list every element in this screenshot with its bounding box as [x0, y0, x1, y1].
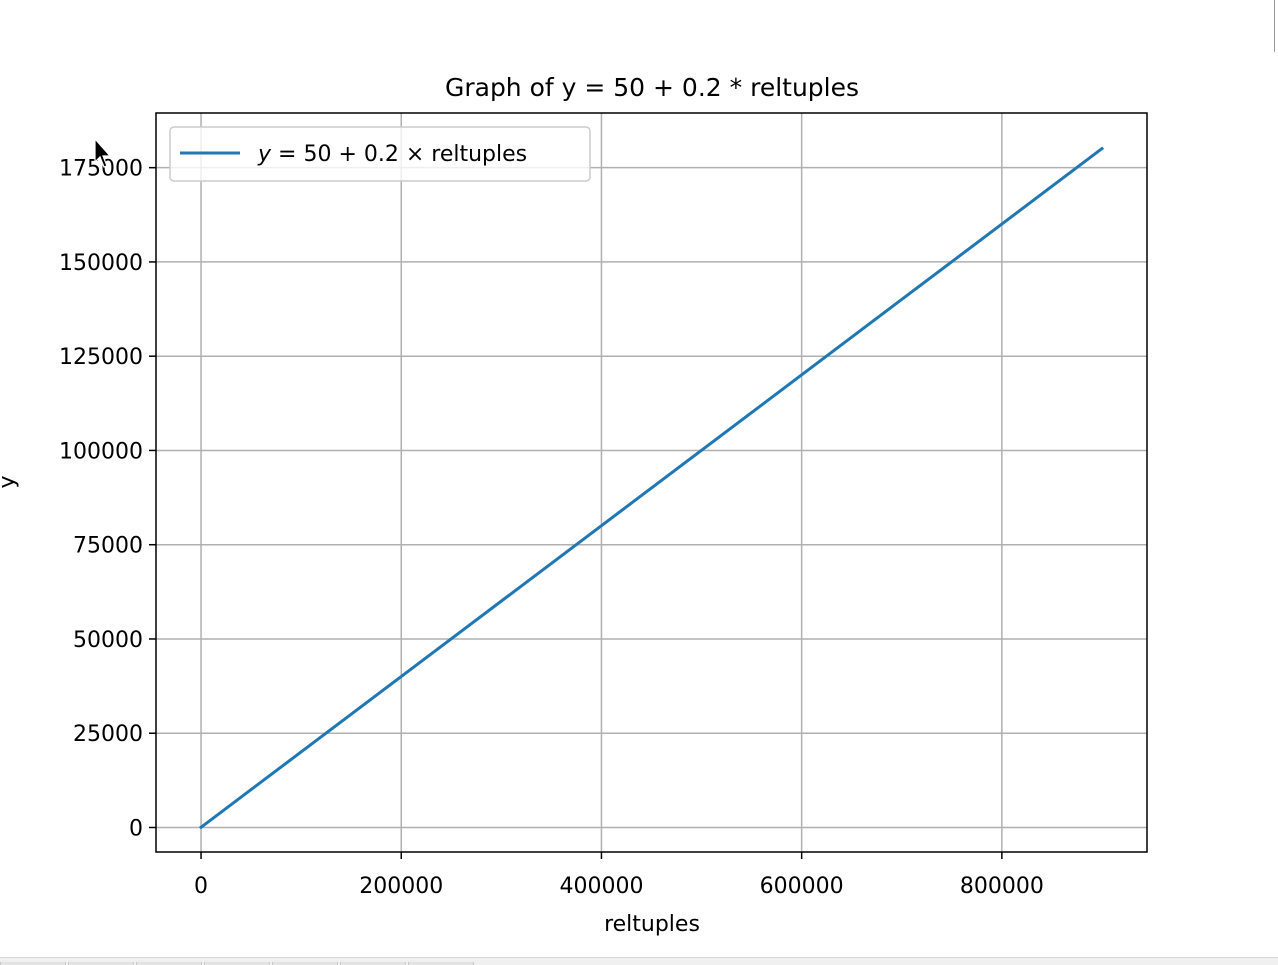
plot-area — [156, 113, 1147, 852]
y-axis-label: y — [0, 475, 20, 488]
y-tick-label: 125000 — [59, 345, 143, 370]
window-edge — [1274, 0, 1275, 52]
series-line — [198, 146, 1105, 830]
x-tick-label: 0 — [194, 874, 208, 899]
mouse-pointer-icon — [94, 138, 112, 168]
series-lines — [198, 146, 1105, 830]
x-tick-label: 600000 — [760, 874, 844, 899]
y-tick-label: 150000 — [59, 251, 143, 276]
legend-box — [169, 126, 591, 182]
x-tick-label: 800000 — [960, 874, 1044, 899]
legend-label-var: y — [257, 142, 272, 167]
x-tick-label: 200000 — [359, 874, 443, 899]
x-tick-label: 400000 — [559, 874, 643, 899]
y-tick-label: 75000 — [73, 534, 143, 559]
legend-label-expression: = 50 + 0.2 × — [271, 142, 431, 167]
chart-title: Graph of y = 50 + 0.2 * reltuples — [445, 73, 859, 102]
y-tick-label: 100000 — [59, 439, 143, 464]
x-axis-label: reltuples — [604, 912, 700, 937]
y-tick-label: 0 — [129, 816, 143, 841]
y-tick-label: 50000 — [73, 628, 143, 653]
legend-label: y = 50 + 0.2 × reltuples — [257, 142, 527, 167]
y-tick-label: 25000 — [73, 722, 143, 747]
legend: y = 50 + 0.2 × reltuples — [169, 126, 591, 182]
legend-label-reltuples: reltuples — [431, 142, 527, 167]
plot-frame — [155, 112, 1148, 853]
x-axis-ticks: 0 200000 400000 600000 800000 — [194, 852, 1044, 899]
